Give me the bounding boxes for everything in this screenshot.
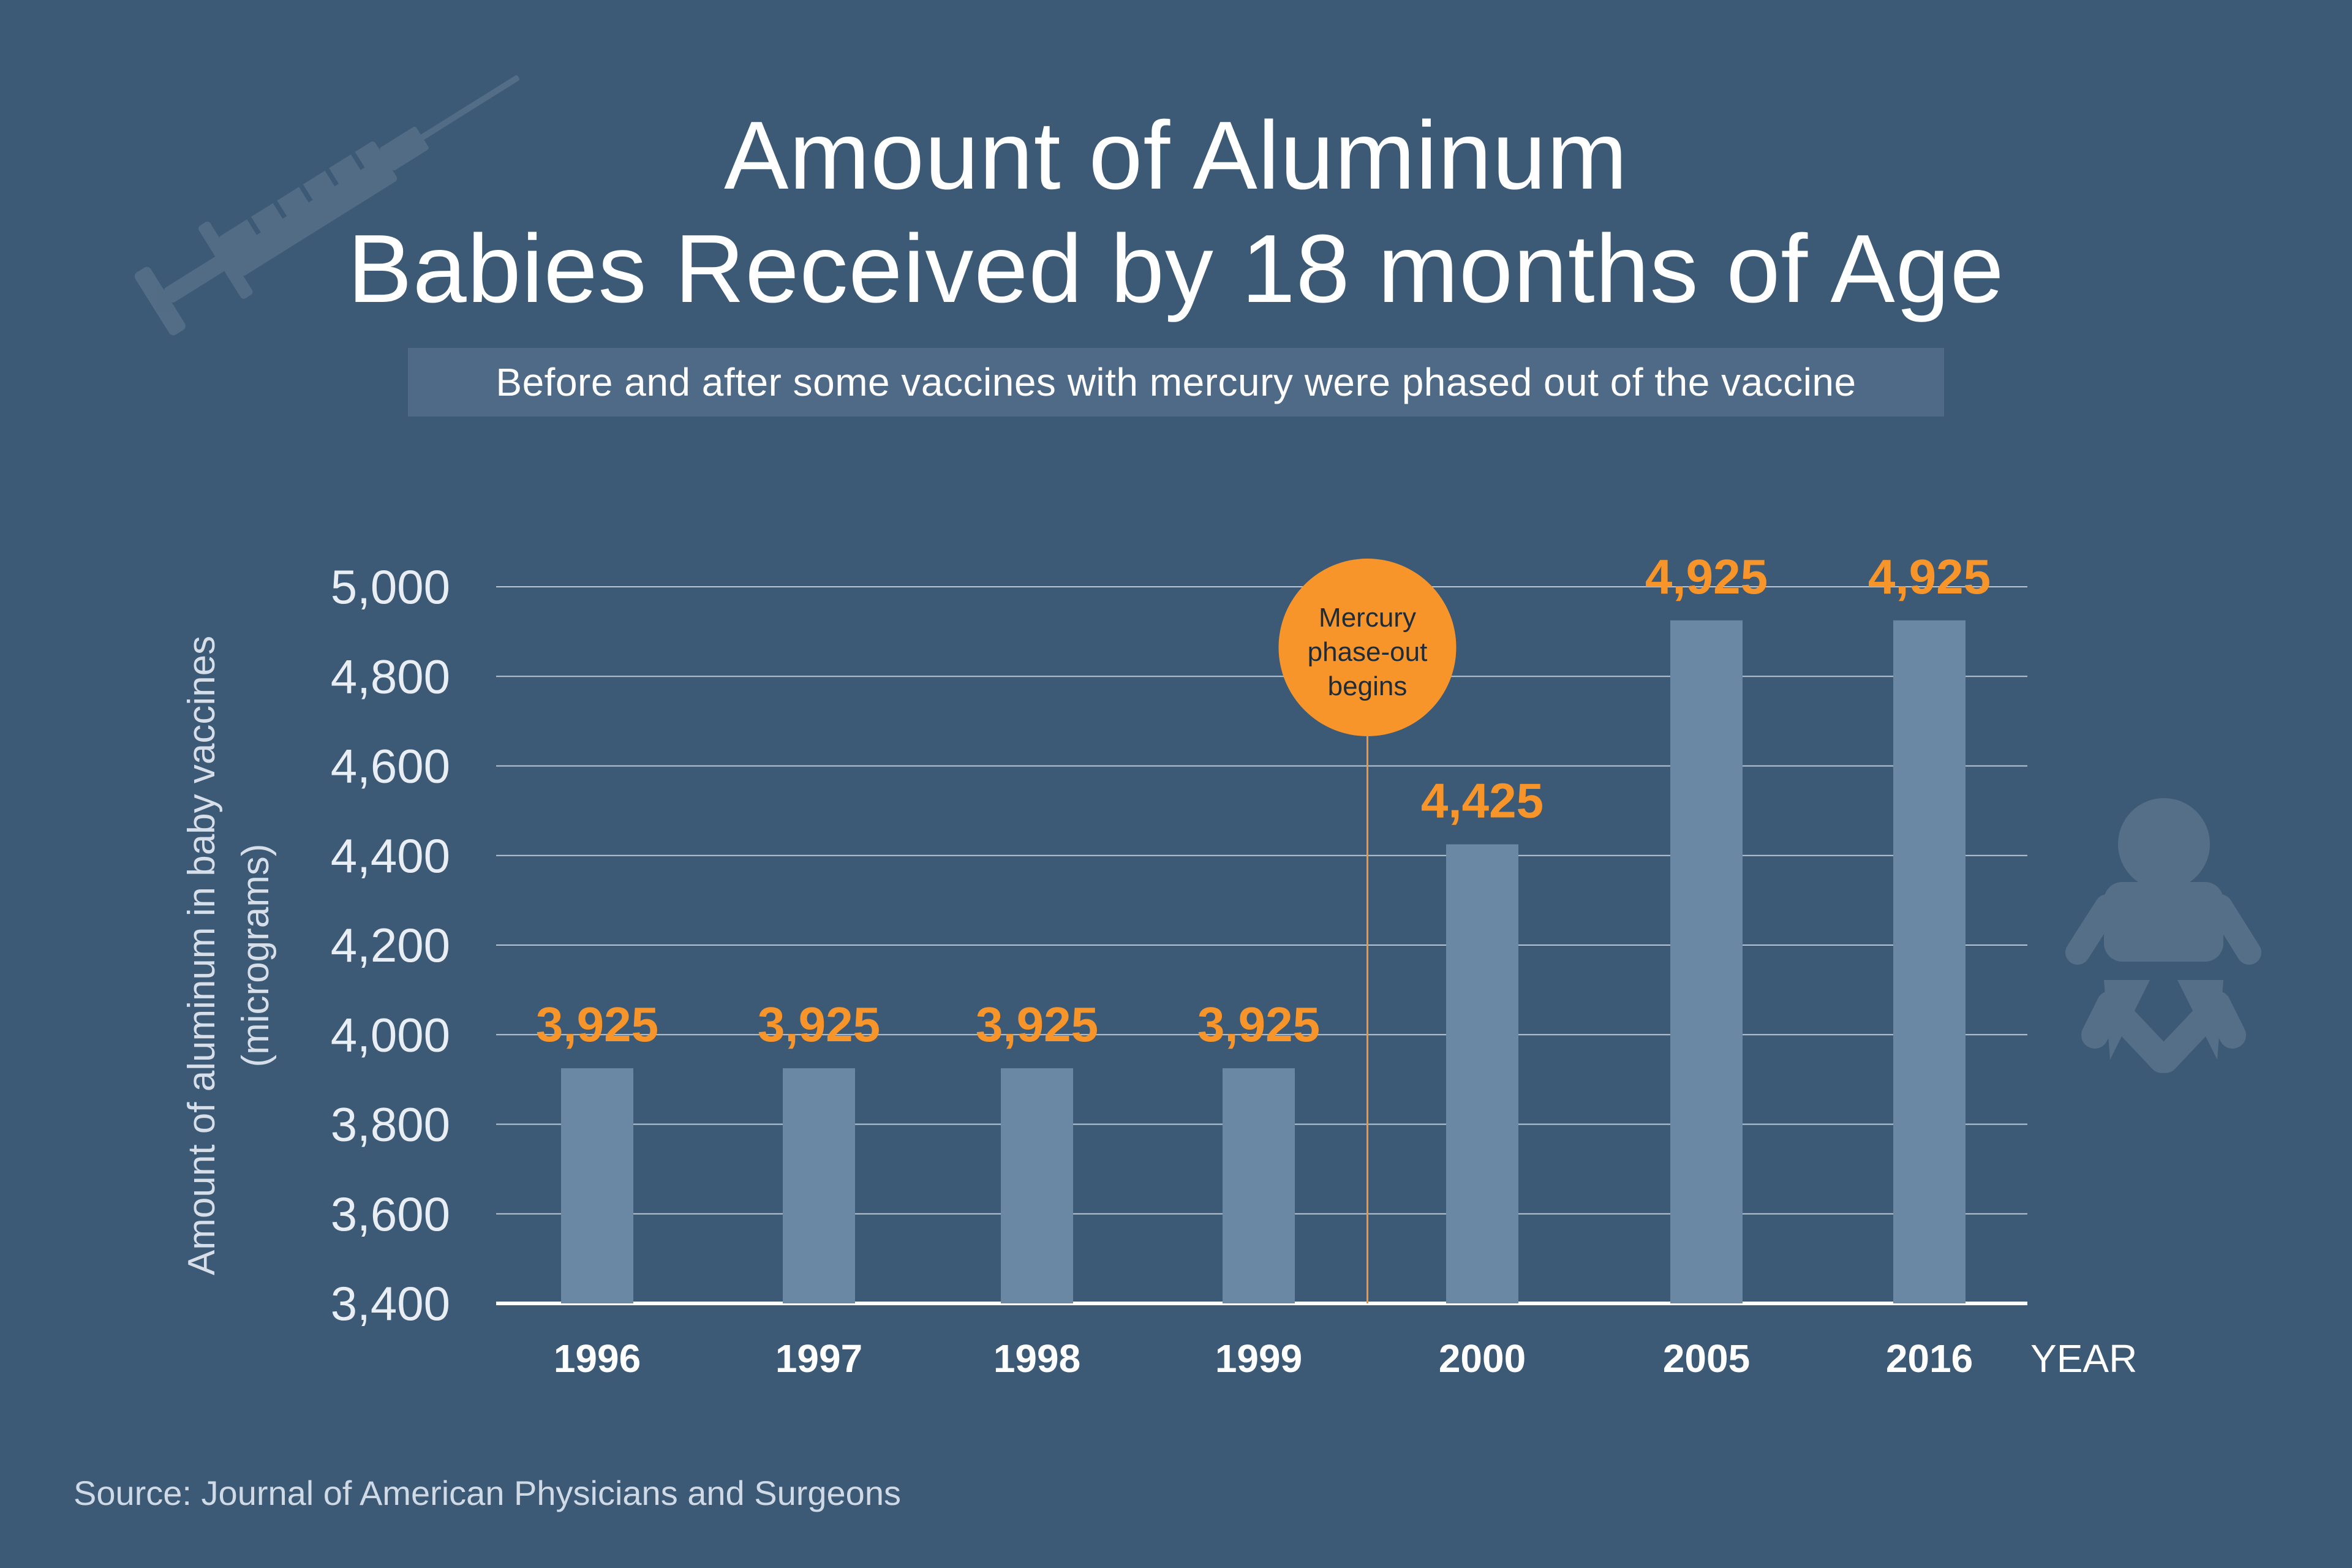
x-axis-title: YEAR: [2030, 1336, 2137, 1381]
bar: [1670, 620, 1743, 1303]
y-tick-label: 4,200: [331, 918, 450, 972]
bar: [1001, 1068, 1073, 1303]
value-label: 3,925: [536, 997, 658, 1052]
phase-out-marker-text: phase-out: [1308, 637, 1428, 667]
y-tick-label: 4,600: [331, 739, 450, 793]
x-tick-label: 1997: [775, 1336, 862, 1381]
annotation: Mercury phase-out begins: [1278, 559, 1457, 1303]
phase-out-marker-text: Mercury: [1319, 603, 1416, 633]
chart-subtitle: Before and after some vaccines with merc…: [408, 348, 1944, 417]
y-axis-ticks: 3,400 3,600 3,800 4,000 4,200 4,400 4,600 4,800…: [331, 560, 450, 1330]
y-tick-label: 4,400: [331, 829, 450, 883]
x-tick-label: 2000: [1439, 1336, 1526, 1381]
value-label: 3,925: [976, 997, 1098, 1052]
bar: [1893, 620, 1966, 1303]
syringe-icon: [134, 75, 520, 336]
x-tick-label: 1996: [554, 1336, 641, 1381]
y-tick-label: 4,800: [331, 649, 450, 703]
value-label: 4,425: [1421, 773, 1544, 827]
bar: [783, 1068, 855, 1303]
x-tick-label: 2016: [1886, 1336, 1973, 1381]
chart-title-line-1: Amount of Aluminum: [724, 102, 1628, 209]
syringe-tick-marks: [247, 151, 365, 235]
source-note: Source: Journal of American Physicians a…: [74, 1474, 901, 1512]
x-tick-label: 2005: [1663, 1336, 1750, 1381]
y-tick-label: 3,600: [331, 1187, 450, 1241]
x-tick-label: 1998: [993, 1336, 1080, 1381]
baby-icon: [2065, 798, 2261, 1073]
bar: [561, 1068, 633, 1303]
x-tick-label: 1999: [1215, 1336, 1302, 1381]
bar: [1446, 844, 1518, 1303]
y-axis-title-units: (micrograms): [235, 843, 277, 1067]
bars: [561, 620, 1966, 1303]
value-labels: 3,925 3,925 3,925 3,925 4,425 4,925 4,925: [536, 549, 1991, 1052]
x-axis-ticks: 1996 1997 1998 1999 2000 2005 2016 YEAR: [554, 1336, 2137, 1381]
value-label: 3,925: [758, 997, 880, 1052]
value-label: 4,925: [1868, 549, 1991, 604]
phase-out-marker-text: begins: [1328, 671, 1408, 701]
y-tick-label: 5,000: [331, 560, 450, 614]
y-tick-label: 3,400: [331, 1276, 450, 1330]
y-axis-title: Amount of aluminum in baby vaccines: [181, 636, 223, 1275]
y-tick-label: 4,000: [331, 1008, 450, 1061]
chart-title-line-2: Babies Received by 18 months of Age: [347, 215, 2005, 323]
bar: [1223, 1068, 1295, 1303]
value-label: 3,925: [1197, 997, 1320, 1052]
phase-out-marker-circle: [1278, 559, 1457, 736]
y-tick-label: 3,800: [331, 1098, 450, 1152]
value-label: 4,925: [1645, 549, 1768, 604]
